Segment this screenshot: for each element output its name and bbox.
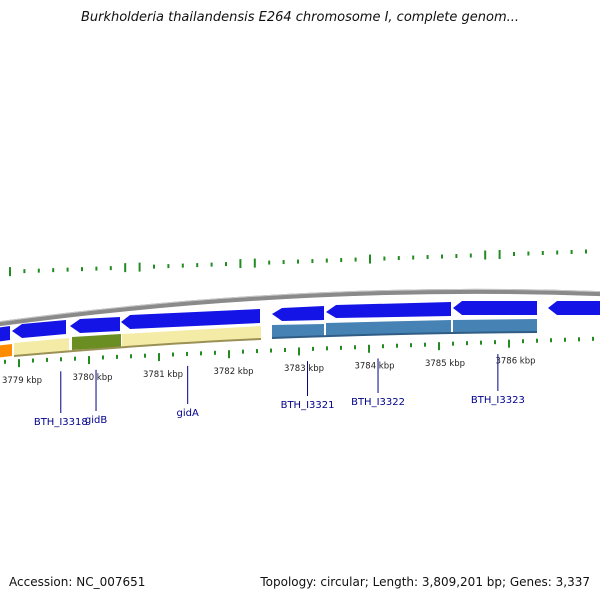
accession-label: Accession: NC_007651	[9, 575, 146, 589]
gene-label[interactable]: gidB	[85, 415, 107, 426]
gene-block[interactable]	[72, 334, 121, 350]
gene-label[interactable]: BTH_I3322	[351, 397, 405, 408]
gene-track	[0, 319, 538, 358]
cds-arrow[interactable]	[453, 301, 537, 315]
scale-label: 3779 kbp	[2, 376, 42, 386]
scale-label: 3781 kbp	[143, 370, 183, 380]
gene-block[interactable]	[122, 326, 261, 347]
scale-label: 3785 kbp	[425, 359, 465, 369]
gene-block[interactable]	[272, 324, 324, 338]
scale-label: 3786 kbp	[495, 356, 535, 366]
cds-arrow[interactable]	[121, 309, 260, 329]
scale-label: 3782 kbp	[213, 367, 253, 377]
scale-label: 3784 kbp	[354, 362, 394, 372]
gene-label[interactable]: BTH_I3323	[471, 395, 525, 406]
gc-skew-ticks	[9, 249, 587, 277]
scale-label: 3780 kbp	[72, 373, 112, 383]
chromosome-backbone-highlight	[0, 288, 600, 323]
cds-arrow[interactable]	[272, 306, 324, 321]
cds-arrow[interactable]	[12, 320, 66, 338]
cds-arrow[interactable]	[326, 302, 451, 318]
cds-arrow[interactable]	[548, 301, 600, 315]
scale-label: 3783 kbp	[284, 364, 324, 374]
cds-arrow[interactable]	[0, 326, 10, 342]
cds-arrow[interactable]	[70, 317, 120, 333]
gene-block[interactable]	[453, 319, 537, 333]
gene-label[interactable]: BTH_I3318	[34, 417, 88, 428]
gene-track-shadow	[271, 331, 538, 339]
gene-block[interactable]	[326, 320, 451, 336]
cds-track	[0, 301, 600, 342]
gene-track-shadow	[13, 338, 262, 357]
gene-label[interactable]: gidA	[177, 408, 199, 419]
gene-label[interactable]: BTH_I3321	[281, 400, 335, 411]
gene-block[interactable]	[0, 344, 12, 358]
map-title: Burkholderia thailandensis E264 chromoso…	[80, 10, 520, 25]
scale-labels: 3779 kbp 3780 kbp 3781 kbp 3782 kbp 3783 kbp…	[2, 356, 536, 386]
chromosome-backbone	[0, 288, 600, 327]
scale-ticks	[4, 336, 594, 368]
genome-summary: Topology: circular; Length: 3,809,201 bp…	[260, 575, 590, 589]
